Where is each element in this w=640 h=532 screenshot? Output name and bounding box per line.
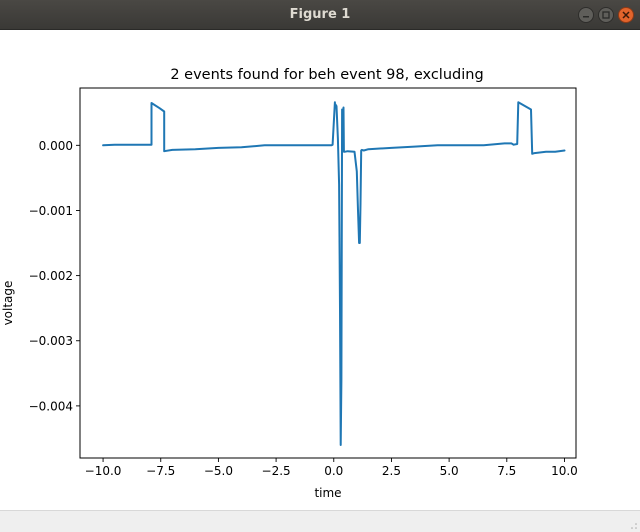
minimize-button[interactable] — [578, 7, 594, 23]
window-title: Figure 1 — [289, 7, 351, 22]
x-tick-label: 10.0 — [551, 464, 578, 478]
series-line — [102, 101, 566, 446]
plot-area — [79, 87, 577, 459]
maximize-icon — [602, 11, 610, 19]
series-layer — [102, 101, 566, 446]
figure-canvas: 2 events found for beh event 98, excludi… — [0, 30, 640, 510]
window-titlebar[interactable]: Figure 1 — [0, 0, 640, 30]
x-tick-label: 0.0 — [324, 464, 343, 478]
figure-statusbar — [0, 510, 640, 532]
x-tick-label: −7.5 — [146, 464, 175, 478]
y-axis: 0.000 −0.001 −0.002 −0.003 −0.004 — [29, 139, 80, 413]
y-tick-label: −0.003 — [29, 334, 73, 348]
x-tick-label: −5.0 — [204, 464, 233, 478]
line-chart: 2 events found for beh event 98, excludi… — [1, 67, 578, 500]
y-axis-label: voltage — [1, 281, 15, 326]
x-tick-label: 2.5 — [382, 464, 401, 478]
x-axis-label: time — [314, 486, 341, 500]
x-tick-label: 7.5 — [497, 464, 516, 478]
resize-grip-icon[interactable] — [630, 522, 638, 530]
x-axis: −10.0 −7.5 −5.0 −2.5 0.0 2.5 5.0 7.5 10.0 — [85, 458, 578, 478]
x-tick-label: 5.0 — [440, 464, 459, 478]
y-tick-label: −0.001 — [29, 204, 73, 218]
minimize-icon — [583, 16, 589, 18]
close-icon — [622, 11, 630, 19]
chart-title: 2 events found for beh event 98, excludi… — [170, 67, 483, 83]
x-tick-label: −10.0 — [85, 464, 122, 478]
maximize-button[interactable] — [598, 7, 614, 23]
close-button[interactable] — [618, 7, 634, 23]
y-tick-label: 0.000 — [39, 139, 73, 153]
x-tick-label: −2.5 — [262, 464, 291, 478]
y-tick-label: −0.002 — [29, 269, 73, 283]
y-tick-label: −0.004 — [29, 399, 73, 413]
